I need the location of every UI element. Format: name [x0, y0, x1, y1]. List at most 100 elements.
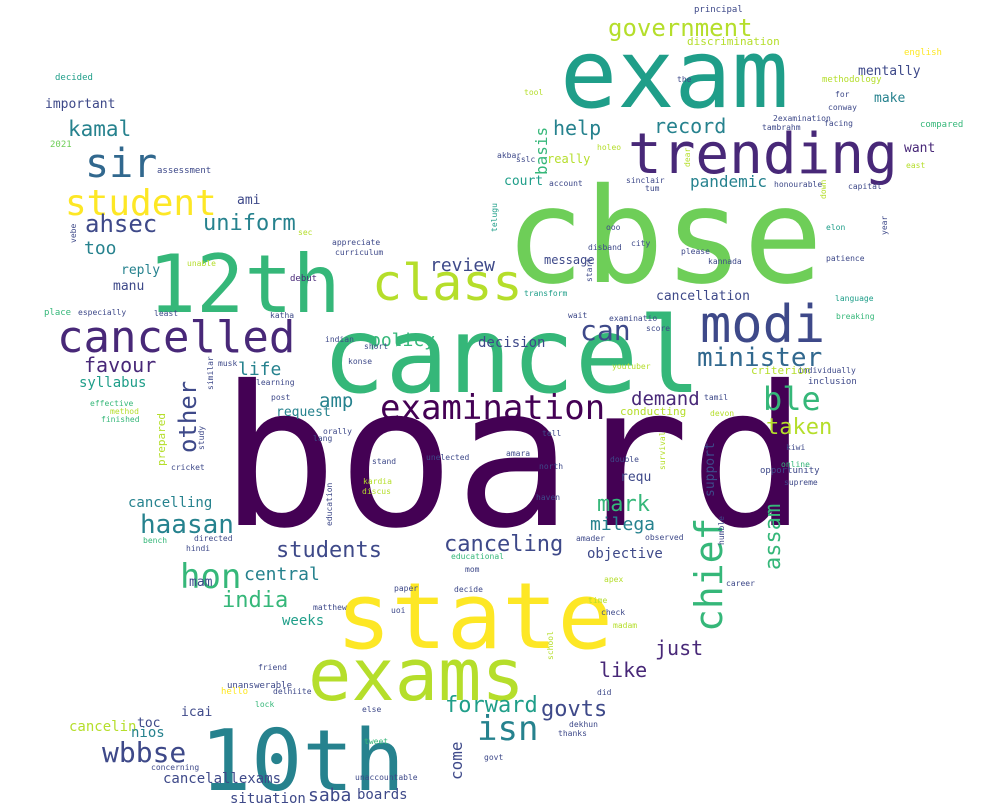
- cloud-word: humble: [717, 516, 726, 545]
- cloud-word: akbar: [497, 151, 521, 160]
- cloud-word: tell: [542, 429, 561, 438]
- cloud-word: government: [608, 14, 753, 42]
- cloud-word: curriculum: [335, 248, 383, 257]
- cloud-word: check: [601, 608, 625, 617]
- cloud-word: taken: [766, 415, 832, 440]
- cloud-word: pandemic: [690, 172, 767, 191]
- cloud-word: time: [588, 596, 607, 605]
- cloud-word: else: [362, 705, 381, 714]
- cloud-word: kamal: [68, 117, 131, 141]
- cloud-word: 12th: [148, 238, 341, 331]
- cloud-word: tweet: [364, 737, 388, 746]
- cloud-word: stand: [372, 457, 396, 466]
- cloud-word: sinclair: [626, 176, 665, 185]
- cloud-word: appreciate: [332, 238, 380, 247]
- cloud-word: modi: [700, 295, 825, 355]
- cloud-word: govts: [541, 697, 607, 722]
- cloud-word: message: [544, 253, 595, 267]
- cloud-word: education: [325, 482, 334, 526]
- cloud-word: north: [539, 462, 563, 471]
- cloud-word: unelected: [426, 453, 470, 462]
- cloud-word: please: [681, 247, 710, 256]
- cloud-word: orally: [323, 427, 352, 436]
- cloud-word: english: [904, 48, 942, 58]
- cloud-word: just: [655, 636, 703, 660]
- cloud-word: amara: [506, 449, 530, 458]
- cloud-word: city: [631, 239, 650, 248]
- cloud-word: especially: [78, 308, 126, 317]
- cloud-word: assessment: [157, 166, 211, 176]
- cloud-word: cancelin: [69, 719, 136, 735]
- cloud-word: reply: [121, 263, 160, 278]
- cloud-word: hon: [180, 557, 241, 597]
- cloud-word: ami: [237, 193, 260, 208]
- cloud-word: methodology: [822, 75, 882, 85]
- cloud-word: trending: [628, 122, 898, 187]
- cloud-word: board: [220, 344, 807, 571]
- cloud-word: govt: [484, 753, 503, 762]
- cloud-word: toc: [137, 716, 160, 731]
- cloud-word: canceling: [444, 532, 563, 557]
- cloud-word: indian: [325, 335, 354, 344]
- cloud-word: madam: [613, 621, 637, 630]
- cloud-word: cancelling: [128, 495, 212, 511]
- cloud-word: elon: [826, 223, 845, 232]
- cloud-word: bench: [143, 536, 167, 545]
- cloud-word: sir: [85, 141, 157, 187]
- cloud-word: learning: [256, 378, 295, 387]
- cloud-word: other: [174, 381, 202, 453]
- cloud-word: cancelallexams: [163, 771, 281, 787]
- cloud-word: score: [646, 324, 670, 333]
- cloud-word: east: [906, 161, 925, 170]
- cloud-word: facing: [824, 119, 853, 128]
- cloud-word: lock: [255, 700, 274, 709]
- cloud-word: cbse: [505, 160, 823, 314]
- cloud-word: career: [726, 579, 755, 588]
- cloud-word: individually: [798, 366, 856, 375]
- cloud-word: matthew: [313, 603, 347, 612]
- cloud-word: mam: [189, 575, 213, 590]
- cloud-word: hindi: [186, 544, 210, 553]
- cloud-word: language: [835, 294, 874, 303]
- cloud-word: patience: [826, 254, 865, 263]
- cloud-word: school: [546, 631, 555, 660]
- cloud-word: dear: [683, 148, 692, 167]
- cloud-word: milega: [590, 514, 655, 535]
- cloud-word: minister: [697, 343, 822, 373]
- cloud-word: discrimination: [687, 35, 780, 48]
- cloud-word: account: [549, 179, 583, 188]
- cloud-word: uoi: [391, 606, 406, 615]
- cloud-word: dekhun: [569, 720, 598, 729]
- cloud-word: cancellation: [656, 289, 750, 304]
- cloud-word: apex: [604, 575, 623, 584]
- cloud-word: india: [222, 588, 288, 613]
- cloud-word: paper: [394, 584, 418, 593]
- cloud-word: method: [110, 407, 139, 416]
- cloud-word: thanks: [558, 729, 587, 738]
- cloud-word: effective: [90, 399, 134, 408]
- cloud-word: mark: [597, 492, 650, 517]
- cloud-word: short: [364, 342, 388, 351]
- cloud-word: assam: [761, 504, 786, 570]
- cloud-word: double: [610, 455, 639, 464]
- cloud-word: similar: [206, 356, 215, 390]
- cloud-word: make: [874, 91, 905, 106]
- cloud-word: did: [597, 688, 612, 697]
- cloud-word: debut: [290, 274, 317, 284]
- cloud-word: sec: [298, 228, 313, 237]
- cloud-word: the: [677, 75, 692, 84]
- cloud-word: lang: [313, 434, 332, 443]
- cloud-word: life: [238, 359, 281, 380]
- cloud-word: disband: [588, 243, 622, 252]
- cloud-word: 10th: [200, 712, 405, 808]
- cloud-word: concerning: [151, 763, 199, 772]
- cloud-word: wbbse: [102, 736, 186, 769]
- cloud-word: record: [654, 114, 726, 138]
- cloud-word: basis: [532, 127, 551, 175]
- cloud-word: uniform: [203, 211, 296, 236]
- cloud-word: discus: [362, 487, 391, 496]
- cloud-word: manu: [113, 279, 144, 294]
- cloud-word: hello: [221, 687, 248, 697]
- cloud-word: unaccountable: [355, 773, 418, 782]
- cloud-word: like: [599, 658, 647, 682]
